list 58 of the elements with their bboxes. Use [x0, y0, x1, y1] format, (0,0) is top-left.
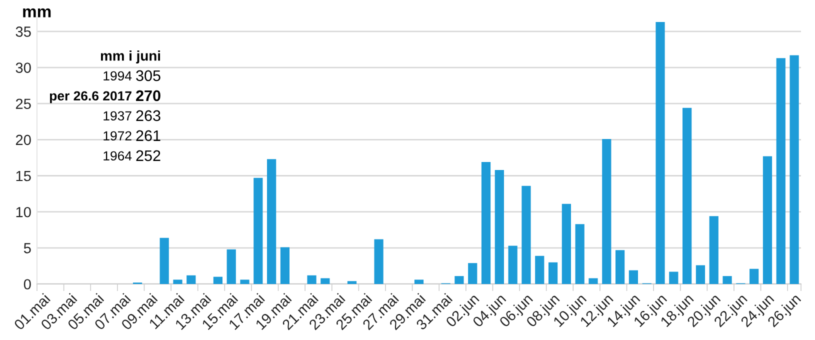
annotation: 263: [136, 110, 160, 122]
bar: [522, 186, 531, 284]
y-tick-label: 25: [16, 98, 31, 110]
bar: [254, 178, 263, 284]
bar: [548, 262, 558, 284]
annotation: 252: [136, 150, 160, 162]
bar: [535, 256, 544, 284]
bar: [173, 280, 182, 284]
bar: [454, 276, 464, 284]
bar: [160, 238, 169, 284]
bar: [615, 250, 625, 284]
annotation: per 26.6 2017: [50, 91, 132, 104]
bar: [240, 280, 250, 284]
y-tick-label: 30: [16, 62, 31, 73]
annotation: 270: [136, 90, 160, 102]
bar: [602, 138, 612, 284]
bar: [696, 265, 706, 284]
annotation: 1994: [104, 71, 132, 81]
bar: [374, 239, 384, 284]
bar: [307, 275, 316, 284]
y-axis-title: mm: [23, 8, 51, 18]
y-tick-label: 0: [24, 279, 31, 290]
bar: [186, 275, 196, 284]
bar: [468, 263, 478, 284]
bar: [562, 204, 571, 284]
y-tick-label: 10: [16, 206, 31, 218]
bar: [320, 278, 330, 284]
y-tick-label: 15: [16, 171, 31, 182]
bar: [267, 159, 276, 284]
bar: [414, 280, 424, 284]
bar: [656, 22, 665, 284]
bar: [750, 268, 759, 284]
bar: [776, 58, 786, 284]
bar: [280, 247, 290, 284]
annotation: 261: [136, 130, 160, 142]
annotation: 1937: [104, 111, 132, 121]
bar: [588, 278, 598, 284]
bar: [213, 276, 223, 284]
annotation: 1964: [104, 151, 132, 161]
bar: [226, 249, 236, 284]
bar: [682, 108, 692, 284]
bar: [722, 276, 732, 284]
bar: [508, 246, 518, 284]
bar: [628, 270, 638, 284]
bar: [575, 224, 584, 284]
y-tick-label: 5: [24, 243, 31, 254]
annotation: 305: [136, 70, 160, 82]
bar: [481, 162, 491, 284]
bar: [709, 216, 718, 284]
bar: [669, 272, 678, 284]
bar: [762, 156, 772, 284]
y-tick-label: 20: [16, 134, 31, 146]
y-tick-label: 35: [16, 26, 31, 37]
annotation: mm i juni: [100, 50, 160, 64]
bar: [494, 170, 504, 284]
bar: [347, 281, 357, 284]
bar: [790, 55, 799, 284]
annotation: 1972: [104, 131, 132, 141]
